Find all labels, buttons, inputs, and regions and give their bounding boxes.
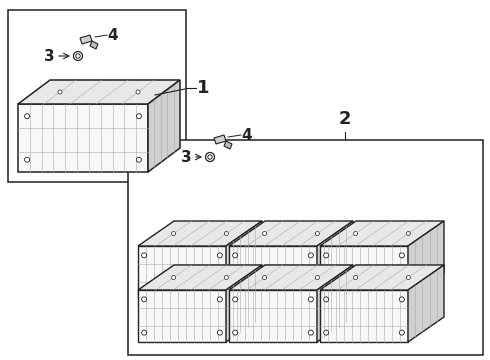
Polygon shape [138,246,226,298]
Circle shape [406,231,411,235]
Circle shape [136,114,142,119]
Circle shape [136,157,142,162]
Circle shape [224,275,228,279]
Circle shape [76,54,80,58]
Polygon shape [148,80,180,172]
Polygon shape [317,265,353,342]
Circle shape [74,51,82,60]
Circle shape [308,297,313,302]
Polygon shape [138,290,226,342]
Text: 1: 1 [197,79,210,97]
Polygon shape [408,221,444,298]
Circle shape [406,275,411,279]
Circle shape [316,275,319,279]
Circle shape [224,231,228,235]
Circle shape [308,286,313,291]
Polygon shape [229,246,317,298]
Circle shape [324,297,329,302]
Circle shape [308,253,313,258]
Circle shape [233,286,238,291]
Circle shape [24,114,29,119]
Polygon shape [229,290,317,342]
Circle shape [172,231,175,235]
Circle shape [324,286,329,291]
Polygon shape [320,290,408,342]
Circle shape [399,330,404,335]
FancyBboxPatch shape [8,10,186,182]
Circle shape [142,253,147,258]
Polygon shape [80,35,92,44]
Circle shape [308,330,313,335]
Polygon shape [90,41,98,49]
Text: 2: 2 [339,110,351,128]
Polygon shape [229,221,353,246]
Circle shape [233,253,238,258]
Polygon shape [408,265,444,342]
Circle shape [399,253,404,258]
Text: 4: 4 [241,127,252,143]
Circle shape [218,330,222,335]
Circle shape [58,90,62,94]
Circle shape [316,231,319,235]
Polygon shape [18,104,148,172]
Polygon shape [224,141,232,149]
Polygon shape [214,135,226,144]
Polygon shape [229,265,353,290]
Circle shape [24,157,29,162]
Polygon shape [138,265,262,290]
Circle shape [142,297,147,302]
Circle shape [218,286,222,291]
Polygon shape [138,221,262,246]
Circle shape [233,297,238,302]
FancyBboxPatch shape [128,140,483,355]
Circle shape [172,275,175,279]
Polygon shape [226,221,262,298]
Circle shape [324,253,329,258]
Circle shape [399,286,404,291]
Circle shape [205,153,215,162]
Circle shape [324,330,329,335]
Circle shape [218,297,222,302]
Polygon shape [320,221,444,246]
Polygon shape [320,246,408,298]
Circle shape [233,330,238,335]
Polygon shape [18,80,180,104]
Circle shape [354,275,358,279]
Circle shape [142,286,147,291]
Circle shape [399,297,404,302]
Text: 3: 3 [181,149,192,165]
Circle shape [263,275,267,279]
Text: 4: 4 [107,27,118,42]
Circle shape [208,155,212,159]
Circle shape [136,90,140,94]
Polygon shape [317,221,353,298]
Circle shape [354,231,358,235]
Circle shape [263,231,267,235]
Circle shape [142,330,147,335]
Circle shape [218,253,222,258]
Polygon shape [320,265,444,290]
Polygon shape [226,265,262,342]
Text: 3: 3 [45,49,55,63]
